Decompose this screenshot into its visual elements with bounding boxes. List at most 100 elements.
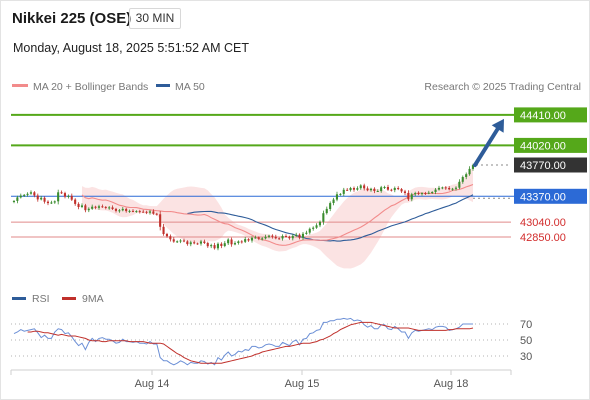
candle-body <box>244 239 247 242</box>
level-label-43770.00: 43770.00 <box>520 160 566 172</box>
candle-body <box>380 187 383 192</box>
candle-body <box>111 207 114 209</box>
candle-body <box>16 197 19 201</box>
candle-body <box>291 235 294 239</box>
candle-body <box>162 226 165 234</box>
candle-body <box>468 168 471 175</box>
candle-body <box>424 193 427 195</box>
candle-body <box>148 211 151 213</box>
candle-body <box>118 210 121 212</box>
candle-body <box>312 227 315 229</box>
candle-body <box>339 193 342 195</box>
candle-body <box>359 185 362 189</box>
candle-body <box>237 241 240 243</box>
level-tag-43770.00 <box>514 157 587 173</box>
candle-body <box>176 241 179 243</box>
candle-body <box>383 187 386 188</box>
candle-body <box>346 189 349 191</box>
candle-body <box>417 193 420 195</box>
candle-body <box>57 192 60 202</box>
candle-body <box>400 189 403 192</box>
chart-title: Nikkei 225 (OSE) <box>12 10 132 27</box>
rsi-legend-swatch <box>12 297 26 300</box>
candle-body <box>63 193 66 197</box>
candle-body <box>142 211 145 213</box>
candle-body <box>169 236 172 240</box>
candle-body <box>50 202 53 204</box>
candle-body <box>230 239 233 245</box>
forecast-arrow <box>473 118 504 168</box>
forecast-arrow-head <box>491 118 504 133</box>
candle-body <box>138 211 141 213</box>
candle-body <box>40 197 43 200</box>
candle-body <box>216 243 219 249</box>
candle-body <box>84 205 87 211</box>
rsi-panel: 70 50 30 <box>11 317 532 366</box>
candle-body <box>70 195 73 200</box>
forecast-arrow-shaft <box>473 127 500 168</box>
level-label-44410.00: 44410.00 <box>520 110 566 122</box>
candle-body <box>403 191 406 193</box>
candle-body <box>393 188 396 191</box>
candle-body <box>128 210 131 212</box>
candle-body <box>295 234 298 236</box>
x-axis: Aug 14 Aug 15 Aug 18 <box>135 370 468 390</box>
candle-body <box>444 187 447 189</box>
candle-body <box>97 206 100 208</box>
bollinger-band <box>82 166 473 269</box>
candle-body <box>271 235 274 237</box>
level-label-44020.00: 44020.00 <box>520 140 566 152</box>
candle-body <box>223 243 226 246</box>
candle-body <box>114 208 117 211</box>
ma50-legend-swatch <box>156 84 170 87</box>
candle-body <box>318 221 321 226</box>
candle-body <box>437 187 440 190</box>
candle-body <box>152 211 155 214</box>
candle-body <box>305 232 308 234</box>
candle-body <box>267 235 270 237</box>
candle-body <box>335 194 338 200</box>
candle-body <box>390 189 393 191</box>
candle-body <box>108 207 111 209</box>
candle-body <box>33 192 36 196</box>
candle-body <box>240 241 243 243</box>
candle-body <box>376 191 379 192</box>
candle-body <box>46 201 49 204</box>
candle-body <box>451 188 454 190</box>
x-tick-label: Aug 15 <box>285 378 320 390</box>
x-tick-label: Aug 14 <box>135 378 170 390</box>
candle-body <box>332 199 335 203</box>
candle-body <box>329 203 332 209</box>
interval-selector[interactable]: 30 MIN <box>129 8 181 29</box>
ma20-legend-swatch <box>12 84 28 87</box>
candle-body <box>356 188 359 190</box>
candle-body <box>471 165 474 169</box>
candle-body <box>155 213 158 215</box>
candle-body <box>431 192 434 193</box>
rsi-legend-label: RSI <box>32 293 50 305</box>
candle-body <box>220 243 223 246</box>
candle-body <box>206 243 209 247</box>
candle-body <box>366 188 369 191</box>
candle-body <box>23 194 26 196</box>
candle-body <box>315 225 318 228</box>
candle-body <box>386 187 389 190</box>
candle-body <box>441 187 444 189</box>
candle-body <box>264 236 267 239</box>
candle-body <box>36 195 39 200</box>
candle-body <box>213 245 216 249</box>
level-tag-44020.00 <box>514 137 587 153</box>
candle-body <box>210 245 213 247</box>
candle-body <box>12 201 15 202</box>
credit-text: Research © 2025 Trading Central <box>424 81 581 93</box>
candle-body <box>461 177 464 182</box>
candle-body <box>29 192 32 194</box>
candle-body <box>189 242 192 245</box>
candle-body <box>87 208 90 211</box>
candle-body <box>186 241 189 245</box>
bollinger-band-area <box>82 166 473 269</box>
ma20-legend-label: MA 20 + Bollinger Bands <box>33 81 148 93</box>
candle-body <box>308 228 311 233</box>
candle-body <box>410 194 413 200</box>
